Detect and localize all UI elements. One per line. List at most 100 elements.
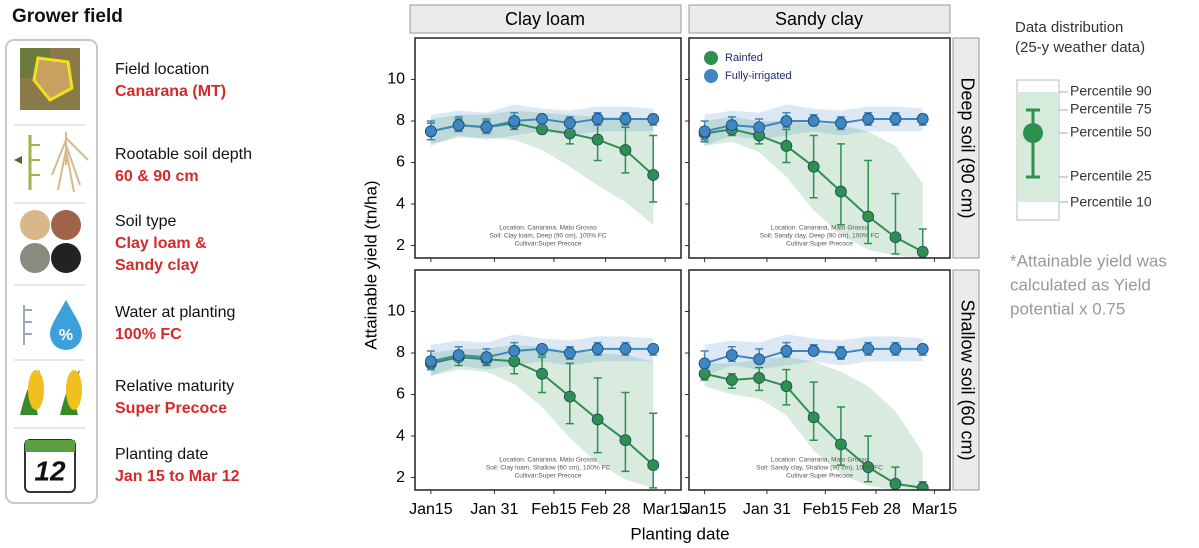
marker — [452, 349, 465, 361]
error-bar — [809, 381, 818, 441]
annotation: Soil: Sandy clay, Deep (90 cm), 100% FC — [760, 233, 880, 240]
marker — [753, 353, 766, 366]
marker — [536, 342, 548, 355]
marker — [508, 115, 521, 127]
annotation: Soil: Clay loam, Deep (90 cm), 100% FC — [489, 233, 606, 240]
panel: Jan15 Jan 31 Feb15 Feb 28 Mar15 Location: Can… — [683, 269, 957, 518]
facet-strip — [409, 4, 682, 34]
marker — [889, 342, 902, 355]
marker — [591, 342, 604, 355]
x-tick-label: Feb15 — [531, 501, 576, 518]
y-tick-label: 10 — [387, 303, 405, 320]
percentile-label: Percentile 10 — [1070, 194, 1152, 210]
item-value: Jan 15 to Mar 12 — [115, 468, 240, 485]
error-bar — [836, 143, 845, 226]
facet-strip — [952, 269, 980, 491]
marker — [591, 133, 604, 146]
error-bar — [649, 412, 658, 489]
x-tick-label: Jan15 — [409, 501, 453, 518]
x-tick-label: Feb 28 — [581, 501, 631, 518]
marker — [916, 482, 929, 490]
percentile-label: Percentile 90 — [1070, 83, 1152, 99]
annotation: Location: Canarana, Mato Grosso — [499, 457, 597, 464]
y-axis-title: Attainable yield (tn/ha) — [361, 180, 380, 349]
marker — [452, 119, 465, 132]
footnote: *Attainable yield was — [1010, 251, 1167, 270]
y-tick-label: 8 — [396, 344, 405, 361]
marker — [725, 119, 738, 132]
marker — [508, 345, 521, 357]
item-value: Super Precoce — [115, 400, 227, 417]
annotation: Cultivar:Super Precoce — [515, 241, 582, 248]
percentile-label: Percentile 25 — [1070, 168, 1152, 184]
marker — [835, 438, 847, 451]
marker — [424, 355, 437, 368]
legend-marker — [704, 69, 718, 83]
legend-label: Rainfed — [725, 52, 763, 64]
legend-title: Data distribution — [1015, 19, 1123, 36]
marker — [780, 115, 793, 127]
marker — [647, 342, 660, 355]
marker — [807, 411, 820, 424]
annotation: Location: Canarana, Mato Grosso — [771, 457, 869, 464]
annotation: Location: Canarana, Mato Grosso — [499, 225, 597, 232]
panel-border — [414, 37, 682, 259]
plot-area — [698, 334, 929, 490]
item-value: 60 & 90 cm — [115, 168, 199, 185]
marker — [536, 113, 548, 125]
item-label: Relative maturity — [115, 378, 234, 395]
error-bar — [891, 192, 900, 255]
marker — [619, 144, 632, 156]
marker — [862, 461, 875, 474]
plot-area — [424, 334, 660, 489]
marker — [698, 357, 711, 370]
marker — [753, 121, 766, 134]
plot-area — [698, 104, 929, 258]
marker — [862, 342, 875, 355]
x-tick-label: Jan 31 — [743, 501, 791, 518]
marker — [619, 113, 632, 125]
percentile-label: Percentile 75 — [1070, 101, 1152, 117]
marker — [647, 113, 660, 125]
marker — [807, 345, 820, 357]
y-tick-label: 4 — [396, 195, 405, 212]
facet-label: Deep soil (90 cm) — [957, 77, 977, 218]
marker — [647, 169, 660, 181]
y-tick-label: 2 — [396, 237, 405, 254]
item-label: Soil type — [115, 213, 176, 230]
marker — [725, 374, 738, 386]
panel: 2 4 6 8 10 Location: Canarana, Mato GrossoSoi… — [387, 37, 682, 262]
annotation: Soil: Clay loam, Shallow (60 cm), 100% F… — [486, 465, 611, 472]
marker — [780, 345, 793, 357]
y-tick-label: 10 — [387, 71, 405, 88]
x-axis-title: Planting date — [630, 524, 729, 543]
error-bar — [836, 406, 845, 466]
icons — [14, 48, 89, 493]
annotation: Soil: Sandy clay, Shallow (90 cm), 100% … — [756, 465, 883, 472]
item-label: Planting date — [115, 446, 209, 463]
item-value: Clay loam & — [115, 235, 207, 252]
marker — [753, 372, 766, 384]
y-tick-label: 6 — [396, 154, 405, 171]
panel: 2 4 6 8 10 Jan15 Jan 31 Feb15 Feb 28 Mar15 Locatio… — [387, 269, 688, 518]
y-tick-label: 6 — [396, 386, 405, 403]
facet-label: Clay loam — [505, 9, 585, 29]
marker — [591, 413, 604, 426]
item-value: 100% FC — [115, 326, 182, 343]
item-value: Canarana (MT) — [115, 83, 226, 100]
marker — [563, 347, 576, 359]
marker — [647, 459, 660, 471]
marker — [916, 342, 929, 355]
y-tick-label: 2 — [396, 469, 405, 486]
marker — [916, 113, 929, 125]
x-tick-label: Mar15 — [642, 501, 687, 518]
legend-marker — [704, 51, 718, 65]
panel-background — [415, 38, 681, 258]
marker — [619, 434, 632, 447]
y-tick-label: 4 — [396, 427, 405, 444]
marker — [862, 210, 875, 223]
marker — [835, 117, 847, 129]
marker — [563, 117, 576, 129]
icon-text: % — [59, 327, 73, 344]
